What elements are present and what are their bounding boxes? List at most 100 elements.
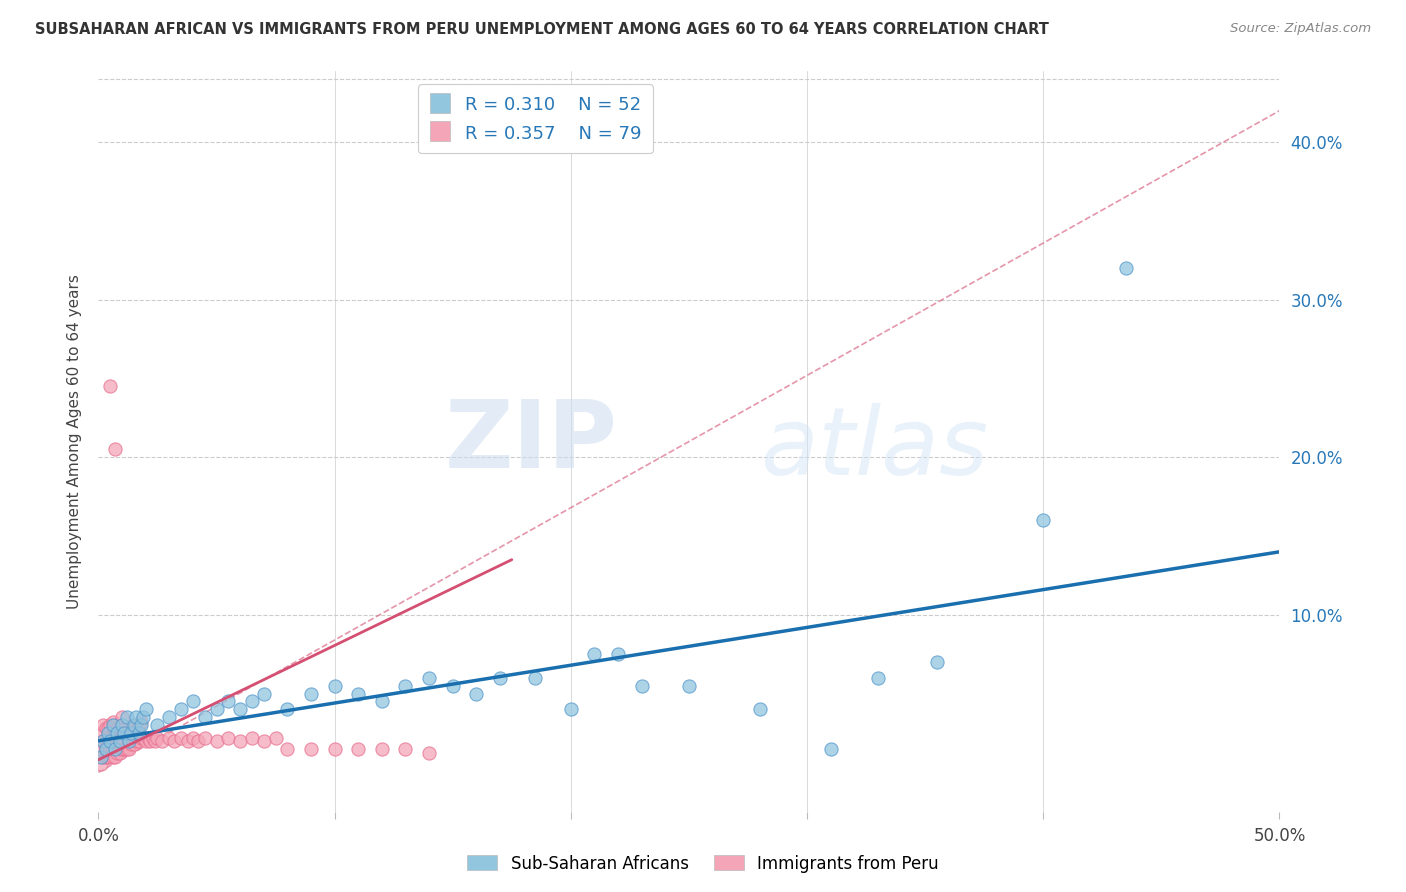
Point xyxy=(112,726,135,740)
Point xyxy=(748,702,770,716)
Point xyxy=(194,710,217,724)
Point xyxy=(132,731,155,745)
Point xyxy=(98,741,121,756)
Point xyxy=(136,731,159,745)
Point xyxy=(146,731,169,745)
Point xyxy=(101,714,124,729)
Point xyxy=(90,749,112,764)
Point xyxy=(264,731,287,745)
Point xyxy=(97,737,120,751)
Point xyxy=(347,741,370,756)
Point xyxy=(583,647,606,661)
Point xyxy=(108,734,131,748)
Point xyxy=(108,747,131,761)
Point xyxy=(104,442,127,457)
Point xyxy=(111,718,134,732)
Point xyxy=(98,718,121,732)
Point xyxy=(441,679,464,693)
Point xyxy=(111,731,134,745)
Text: ZIP: ZIP xyxy=(446,395,619,488)
Point xyxy=(229,734,252,748)
Point xyxy=(121,721,143,735)
Point xyxy=(135,734,157,748)
Point xyxy=(101,749,124,764)
Point xyxy=(112,741,135,756)
Point xyxy=(394,741,416,756)
Point xyxy=(181,694,204,708)
Point xyxy=(97,721,120,735)
Point xyxy=(128,726,150,740)
Point xyxy=(98,734,121,748)
Point xyxy=(217,694,239,708)
Point xyxy=(129,731,152,745)
Point xyxy=(253,734,276,748)
Point xyxy=(91,734,114,748)
Point xyxy=(115,741,138,756)
Point xyxy=(347,687,370,701)
Point xyxy=(177,734,200,748)
Point xyxy=(128,734,150,748)
Point xyxy=(104,734,127,748)
Point xyxy=(146,718,169,732)
Point xyxy=(418,747,440,761)
Point xyxy=(1032,513,1054,527)
Point xyxy=(170,702,193,716)
Point xyxy=(1115,261,1137,276)
Point xyxy=(143,734,166,748)
Point xyxy=(323,679,346,693)
Point xyxy=(97,726,120,740)
Point xyxy=(104,749,127,764)
Point xyxy=(465,687,488,701)
Point xyxy=(122,737,145,751)
Point xyxy=(111,741,134,756)
Point xyxy=(105,734,128,748)
Point xyxy=(111,710,134,724)
Point xyxy=(132,710,155,724)
Point xyxy=(98,749,121,764)
Point xyxy=(101,731,124,745)
Point xyxy=(323,741,346,756)
Point xyxy=(105,747,128,761)
Legend: R = 0.310    N = 52, R = 0.357    N = 79: R = 0.310 N = 52, R = 0.357 N = 79 xyxy=(418,84,652,153)
Point xyxy=(121,726,143,740)
Point xyxy=(94,741,117,756)
Point xyxy=(560,702,582,716)
Point xyxy=(163,734,186,748)
Point xyxy=(112,726,135,740)
Point xyxy=(91,734,114,748)
Point xyxy=(97,749,120,764)
Point xyxy=(607,647,630,661)
Point xyxy=(122,718,145,732)
Point xyxy=(104,741,127,756)
Y-axis label: Unemployment Among Ages 60 to 64 years: Unemployment Among Ages 60 to 64 years xyxy=(66,274,82,609)
Point xyxy=(394,679,416,693)
Point xyxy=(91,749,114,764)
Point xyxy=(240,731,263,745)
Point xyxy=(118,726,141,740)
Point xyxy=(98,731,121,745)
Legend: Sub-Saharan Africans, Immigrants from Peru: Sub-Saharan Africans, Immigrants from Pe… xyxy=(461,848,945,880)
Point xyxy=(205,734,228,748)
Point xyxy=(125,734,148,748)
Point xyxy=(240,694,263,708)
Point xyxy=(276,702,298,716)
Point xyxy=(524,671,547,685)
Point xyxy=(129,718,152,732)
Text: SUBSAHARAN AFRICAN VS IMMIGRANTS FROM PERU UNEMPLOYMENT AMONG AGES 60 TO 64 YEAR: SUBSAHARAN AFRICAN VS IMMIGRANTS FROM PE… xyxy=(35,22,1049,37)
Point xyxy=(820,741,842,756)
Point xyxy=(371,741,394,756)
Point xyxy=(121,737,143,751)
Point xyxy=(94,721,117,735)
Point xyxy=(299,741,322,756)
Point xyxy=(115,726,138,740)
Point xyxy=(118,734,141,748)
Point xyxy=(122,718,145,732)
Point xyxy=(129,714,152,729)
Point xyxy=(125,718,148,732)
Point xyxy=(142,731,165,745)
Point xyxy=(104,718,127,732)
Point xyxy=(94,749,117,764)
Point xyxy=(299,687,322,701)
Point xyxy=(139,734,162,748)
Point xyxy=(678,679,700,693)
